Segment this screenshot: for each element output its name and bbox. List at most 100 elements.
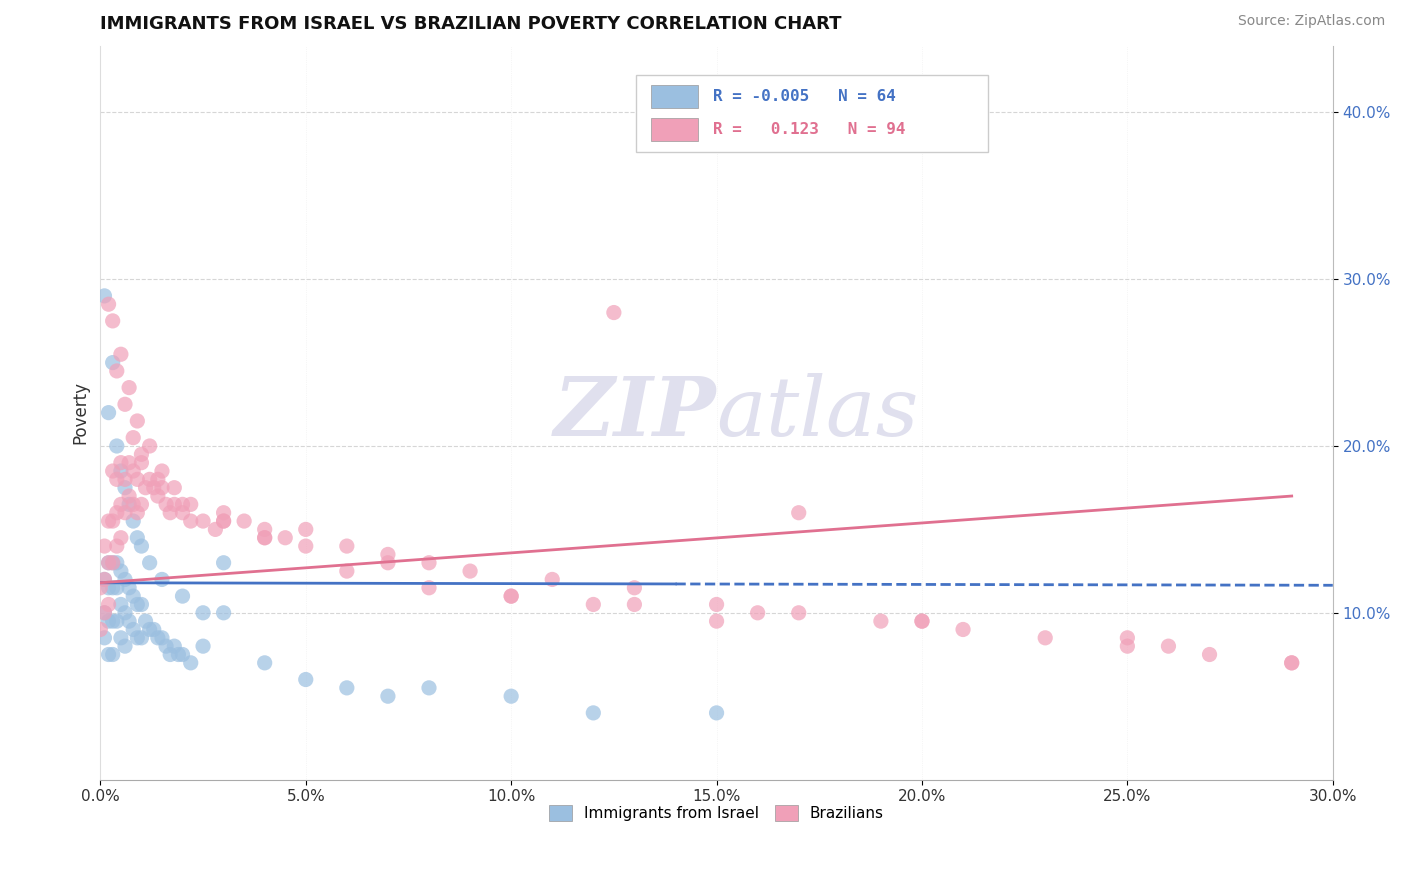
Point <box>114 472 136 486</box>
Point <box>1157 639 1180 653</box>
Point <box>150 573 173 587</box>
Point <box>105 556 128 570</box>
Point <box>114 506 136 520</box>
Point <box>787 606 810 620</box>
Text: atlas: atlas <box>717 373 920 452</box>
Point <box>110 631 132 645</box>
Point <box>253 531 276 545</box>
Point <box>105 581 128 595</box>
Point <box>172 589 194 603</box>
Point <box>138 439 160 453</box>
Point <box>274 531 297 545</box>
Point <box>101 556 124 570</box>
Point <box>135 614 157 628</box>
Point <box>127 414 149 428</box>
Point <box>253 522 276 536</box>
Point <box>150 631 173 645</box>
Point <box>377 556 399 570</box>
Point <box>336 564 359 578</box>
Point <box>131 631 153 645</box>
Point <box>146 631 169 645</box>
Point <box>105 364 128 378</box>
Point <box>952 623 974 637</box>
Point <box>501 589 523 603</box>
Point <box>336 539 359 553</box>
Point <box>97 556 120 570</box>
Point <box>131 497 153 511</box>
Point <box>93 289 115 303</box>
Point <box>101 514 124 528</box>
Point <box>127 531 149 545</box>
Point <box>418 556 440 570</box>
Point <box>1281 656 1303 670</box>
Point <box>336 681 359 695</box>
Point <box>163 481 186 495</box>
Y-axis label: Poverty: Poverty <box>72 381 89 444</box>
Point <box>114 573 136 587</box>
Point <box>101 614 124 628</box>
Point <box>747 606 769 620</box>
Point <box>501 589 523 603</box>
Point <box>135 481 157 495</box>
Point <box>122 431 145 445</box>
Point <box>89 581 111 595</box>
Point <box>294 673 316 687</box>
Point <box>418 681 440 695</box>
Point <box>105 439 128 453</box>
Point <box>418 581 440 595</box>
Point <box>1033 631 1056 645</box>
Point <box>163 639 186 653</box>
Point <box>97 648 120 662</box>
Point <box>501 689 523 703</box>
Point <box>172 648 194 662</box>
Point <box>172 506 194 520</box>
Point <box>110 598 132 612</box>
Point <box>1198 648 1220 662</box>
Point <box>110 464 132 478</box>
Point <box>127 472 149 486</box>
Point <box>97 406 120 420</box>
Point <box>706 614 728 628</box>
Point <box>101 648 124 662</box>
Point <box>204 522 226 536</box>
Point <box>233 514 256 528</box>
Point <box>191 606 214 620</box>
Point <box>163 497 186 511</box>
Point <box>114 481 136 495</box>
Point <box>101 355 124 369</box>
Text: R = -0.005   N = 64: R = -0.005 N = 64 <box>713 89 896 103</box>
Point <box>146 472 169 486</box>
Point <box>155 639 177 653</box>
Point <box>180 497 202 511</box>
Point <box>122 623 145 637</box>
Point <box>138 556 160 570</box>
Point <box>122 464 145 478</box>
Point <box>110 456 132 470</box>
Point <box>93 573 115 587</box>
Point <box>212 506 235 520</box>
Point <box>377 548 399 562</box>
Point <box>150 464 173 478</box>
Point <box>122 514 145 528</box>
Point <box>142 481 165 495</box>
Point <box>212 606 235 620</box>
Text: Source: ZipAtlas.com: Source: ZipAtlas.com <box>1237 14 1385 28</box>
Point <box>706 706 728 720</box>
Point <box>93 539 115 553</box>
Point <box>623 581 645 595</box>
Point <box>706 598 728 612</box>
Bar <box>651 85 697 108</box>
Point <box>294 539 316 553</box>
Point <box>131 447 153 461</box>
Point <box>93 573 115 587</box>
Point <box>159 506 181 520</box>
Point <box>97 297 120 311</box>
Point <box>541 573 564 587</box>
Point <box>122 497 145 511</box>
Point <box>97 514 120 528</box>
Point <box>118 381 141 395</box>
Point <box>155 497 177 511</box>
Point <box>131 598 153 612</box>
Point <box>146 489 169 503</box>
Point <box>101 556 124 570</box>
